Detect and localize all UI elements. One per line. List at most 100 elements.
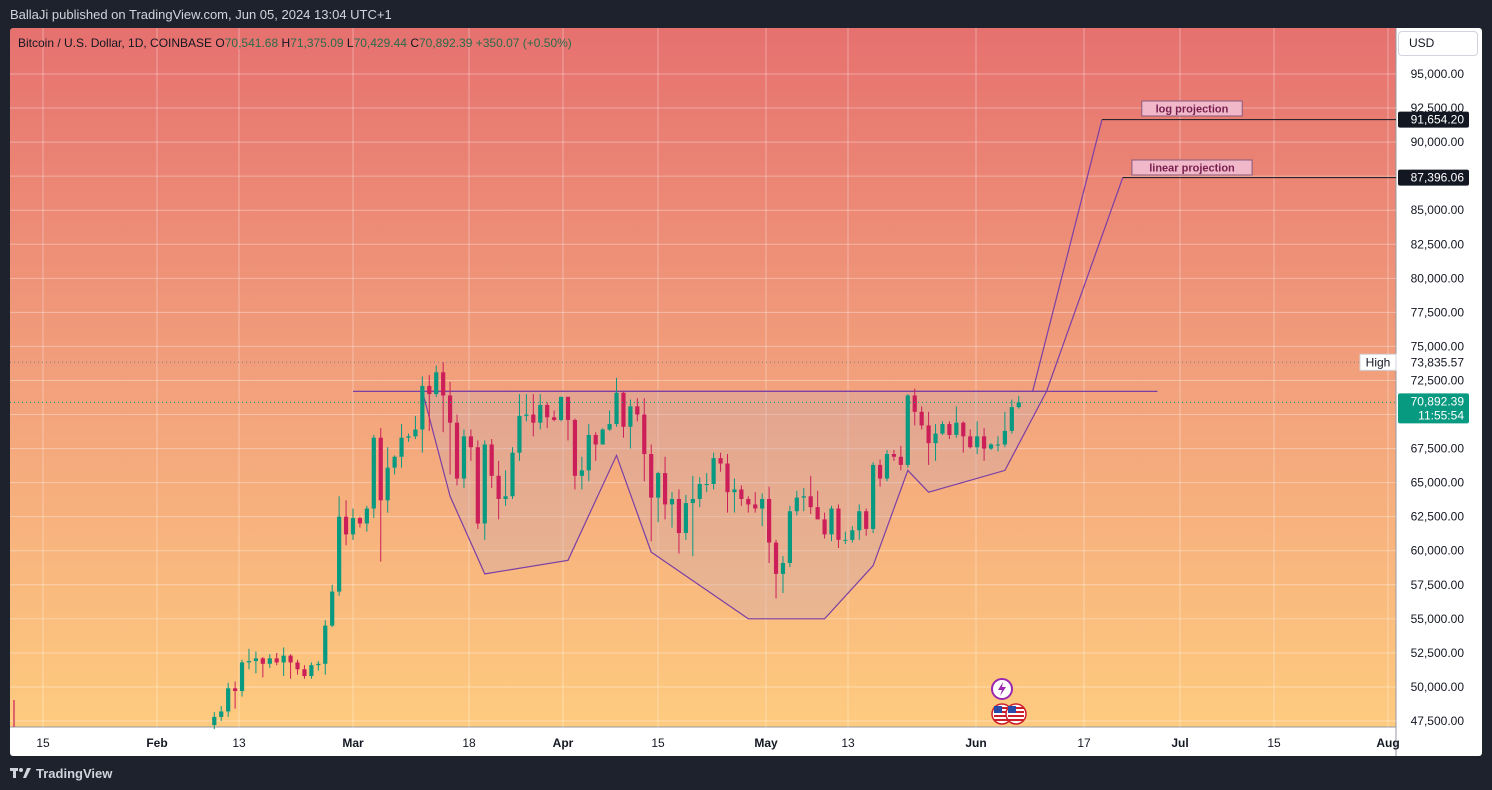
candle-body (884, 454, 890, 479)
log-projection-label-box (1141, 100, 1243, 117)
chart-frame: log projection linear projection 95,000.0… (10, 28, 1482, 756)
candle-body (850, 530, 855, 540)
tradingview-brand[interactable]: TradingView (36, 765, 113, 781)
candle-body (780, 562, 786, 574)
plot-background (10, 28, 1396, 727)
price-tick-label: 52,500.00 (1411, 646, 1465, 660)
candle-body (822, 519, 827, 535)
candle-body (226, 688, 231, 712)
high-price-label-bg (1398, 354, 1469, 371)
legend-open-label: O (215, 36, 225, 50)
candle-body (600, 429, 605, 445)
candle-body (392, 456, 397, 468)
candle-body (337, 516, 342, 592)
candle-body (614, 392, 619, 425)
candle-body (628, 406, 633, 427)
candle-body (898, 456, 903, 465)
candle-body (968, 436, 973, 448)
candle-body (905, 395, 910, 465)
price-tick-label: 65,000.00 (1411, 476, 1465, 490)
log-target-price-label-bg (1398, 111, 1469, 128)
legend-low-value: 70,429.44 (353, 36, 407, 50)
candle-body (357, 518, 363, 524)
candle-body (434, 372, 439, 395)
candle-body (496, 475, 501, 499)
candle-body (940, 424, 945, 434)
linear-target-price-label: 87,396.06 (1411, 171, 1465, 185)
candle-body (877, 464, 883, 479)
candle-body (413, 429, 418, 437)
candle-body (864, 511, 869, 529)
candle-body (954, 422, 959, 435)
time-tick-label: 15 (36, 736, 50, 750)
candle-body (482, 444, 487, 524)
candle-body (330, 591, 335, 626)
legend-symbol: Bitcoin / U.S. Dollar, 1D, COINBASE (18, 36, 213, 50)
legend-high-label: H (281, 36, 291, 50)
log-target-price-label: 91,654.20 (1411, 113, 1465, 127)
candle-body (295, 662, 300, 670)
candle-body (246, 661, 252, 663)
candle-body (309, 665, 314, 677)
candle-body (427, 385, 432, 395)
time-tick-label: 13 (232, 736, 246, 750)
candle-body (829, 508, 834, 535)
chart-svg[interactable]: log projection linear projection 95,000.0… (10, 28, 1482, 756)
candle-body (787, 511, 793, 563)
candle-body (378, 437, 383, 501)
time-tick-label: Aug (1376, 736, 1399, 750)
us-flag-event-icon (1005, 703, 1027, 725)
high-price-label: 73,835.57 (1411, 355, 1465, 369)
candle-body (579, 470, 584, 476)
legend-open-value: 70,541.68 (224, 36, 279, 50)
price-tick-label: 95,000.00 (1411, 67, 1465, 81)
candle-body (524, 414, 529, 416)
price-scale-background (1396, 28, 1482, 727)
candle-body (656, 473, 661, 498)
candle-body (253, 658, 259, 662)
candle-body (281, 655, 286, 663)
candle-body (621, 392, 626, 427)
linear-projection-label: linear projection (1149, 163, 1235, 175)
last-price-label: 70,892.39 (1411, 394, 1465, 408)
candle-body (323, 625, 328, 664)
price-tick-label: 57,500.00 (1411, 578, 1465, 592)
time-tick-label: 17 (1077, 736, 1091, 750)
candle-body (767, 498, 772, 543)
time-tick-label: 18 (462, 736, 476, 750)
candle-body (538, 404, 543, 423)
candle-body (662, 473, 668, 505)
candle-body (239, 662, 245, 692)
price-tick-label: 47,500.00 (1411, 714, 1465, 728)
candle-body (447, 395, 453, 423)
candle-body (975, 436, 980, 448)
last-price-label-bg (1398, 393, 1469, 424)
candle-body (274, 658, 279, 663)
time-tick-label: 15 (651, 736, 665, 750)
linear-projection-line (1045, 177, 1124, 392)
candle-body (607, 424, 612, 430)
legend-low-label: L (346, 36, 354, 50)
candle-body (399, 437, 404, 457)
candle-body (836, 508, 841, 540)
price-tick-label: 92,500.00 (1411, 101, 1465, 115)
candle-body (406, 436, 411, 438)
candle-body (746, 498, 751, 505)
symbol-legend: Bitcoin / U.S. Dollar, 1D, COINBASE O70,… (18, 36, 572, 50)
candle-body (683, 503, 688, 534)
currency-button[interactable]: USD (1398, 31, 1478, 56)
price-tick-label: 72,500.00 (1411, 373, 1465, 387)
tradingview-logo-icon[interactable] (10, 767, 32, 779)
candle-body (503, 496, 508, 499)
price-tick-label: 62,500.00 (1411, 510, 1465, 524)
candle-body (1016, 402, 1021, 408)
candle-body (1002, 430, 1007, 445)
candle-body (635, 406, 640, 415)
log-projection-label: log projection (1156, 104, 1229, 116)
time-tick-label: Jun (965, 736, 986, 750)
candle-body (760, 498, 765, 509)
candle-body (961, 422, 966, 437)
candle-body (441, 372, 446, 396)
candle-body (316, 663, 321, 666)
candle-body (815, 507, 820, 520)
